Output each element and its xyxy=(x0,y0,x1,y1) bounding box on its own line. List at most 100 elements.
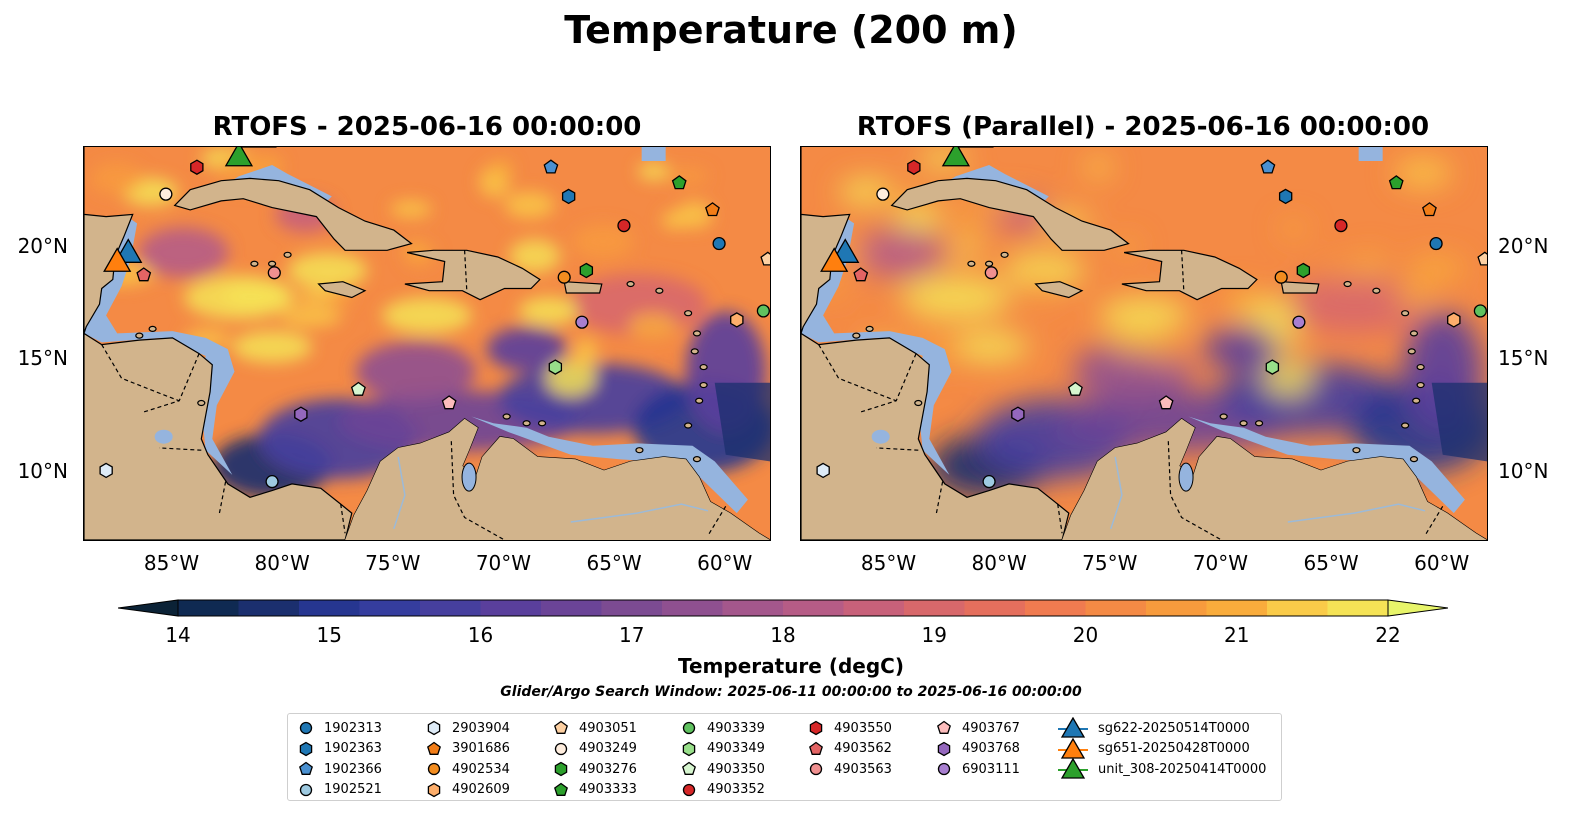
float-marker xyxy=(99,462,113,479)
float-marker xyxy=(816,462,830,479)
float-marker xyxy=(1274,270,1288,284)
legend-marker-icon xyxy=(1058,717,1088,738)
legend-label: 4903276 xyxy=(579,761,637,777)
legend-marker xyxy=(682,783,696,796)
legend: 1902313 1902363 1902366 1902521 2903904 39016… xyxy=(287,713,1282,801)
float-marker xyxy=(1422,202,1437,217)
lon-tick-label: 85°W xyxy=(143,551,200,575)
legend-marker-icon xyxy=(937,720,951,735)
search-window-text: Glider/Argo Search Window: 2025-06-11 00… xyxy=(500,684,1082,700)
float-marker xyxy=(1278,188,1293,205)
float-marker xyxy=(730,312,744,328)
legend-label: 4903767 xyxy=(962,720,1020,736)
legend-marker-icon xyxy=(554,761,568,777)
legend-item: 4903333 xyxy=(553,780,637,801)
lat-tick-label: 10°N xyxy=(17,458,68,483)
lon-tick-label: 80°W xyxy=(254,551,310,575)
legend-label: 4902609 xyxy=(452,782,510,798)
legend-label: 4903352 xyxy=(707,782,765,798)
float-marker xyxy=(1429,236,1443,251)
float-marker xyxy=(1067,381,1083,396)
legend-item: 1902363 xyxy=(298,739,382,760)
legend-label: sg651-20250428T0000 xyxy=(1098,741,1250,757)
float-marker xyxy=(267,266,281,280)
float-marker xyxy=(1260,159,1276,174)
glider-marker xyxy=(941,147,971,167)
legend-item: 6903111 xyxy=(936,759,1020,780)
float-marker xyxy=(159,187,173,201)
legend-marker-icon xyxy=(937,763,951,776)
legend-marker xyxy=(554,782,568,796)
legend-marker xyxy=(937,741,951,756)
float-marker xyxy=(136,267,152,282)
float-marker xyxy=(1388,175,1404,190)
legend-item: sg622-20250514T0000 xyxy=(1058,717,1266,739)
lon-tick-label: 65°W xyxy=(1303,551,1359,575)
float-marker xyxy=(617,219,631,233)
float-marker xyxy=(907,159,921,175)
legend-label: 1902521 xyxy=(324,782,382,798)
legend-marker xyxy=(682,741,696,756)
legend-item: 1902313 xyxy=(298,718,382,739)
float-marker xyxy=(1296,262,1311,279)
legend-item: 4903350 xyxy=(681,759,765,780)
float-marker xyxy=(876,187,890,201)
legend-label: 4903562 xyxy=(834,741,892,757)
legend-item: unit_308-20250414T0000 xyxy=(1058,758,1267,780)
legend-marker-icon xyxy=(809,741,823,755)
legend-label: unit_308-20250414T0000 xyxy=(1098,761,1267,777)
float-marker xyxy=(984,266,998,280)
legend-marker xyxy=(937,763,951,776)
colorbar-tick-label: 15 xyxy=(316,623,342,647)
legend-item: 1902521 xyxy=(298,780,382,801)
float-marker xyxy=(712,236,726,251)
legend-item: 4903276 xyxy=(553,759,637,780)
legend-item: 4903768 xyxy=(936,739,1020,760)
lon-tick-label: 75°W xyxy=(365,551,421,575)
colorbar-tick-label: 20 xyxy=(1072,623,1099,647)
legend-marker-icon xyxy=(427,782,441,797)
legend-label: sg622-20250514T0000 xyxy=(1098,720,1250,736)
legend-item: 4903339 xyxy=(681,718,765,739)
float-marker xyxy=(1292,315,1306,329)
legend-marker-icon xyxy=(427,741,441,755)
legend-label: 4903768 xyxy=(962,741,1020,757)
legend-label: 4903563 xyxy=(834,761,892,777)
legend-label: 1902313 xyxy=(324,720,382,736)
legend-marker-icon xyxy=(809,720,823,736)
map-panel-parallel[interactable] xyxy=(800,146,1488,541)
map-parallel xyxy=(801,147,1487,540)
legend-marker-icon xyxy=(809,763,823,776)
legend-item: 4903352 xyxy=(681,780,765,801)
float-marker xyxy=(441,395,457,410)
map-rtofs xyxy=(84,147,770,540)
legend-item: 1902366 xyxy=(298,759,382,780)
legend-marker-icon xyxy=(299,783,313,796)
lon-tick-label: 60°W xyxy=(1414,551,1470,575)
float-marker xyxy=(1447,312,1461,328)
lon-tick-label: 80°W xyxy=(971,551,1027,575)
legend-label: 6903111 xyxy=(962,761,1020,777)
legend-item: 4903767 xyxy=(936,718,1020,739)
colorbar-tick-label: 16 xyxy=(467,623,494,647)
legend-marker-icon xyxy=(682,741,696,756)
lon-tick-label: 70°W xyxy=(475,551,532,575)
legend-marker-icon xyxy=(427,763,441,776)
colorbar-tick-label: 17 xyxy=(619,623,645,647)
legend-marker xyxy=(299,722,313,735)
float-marker xyxy=(190,159,204,175)
legend-marker xyxy=(299,761,313,776)
map-panel-rtofs[interactable] xyxy=(83,146,771,541)
legend-item: 4902609 xyxy=(426,780,510,801)
lon-tick-label: 70°W xyxy=(1192,551,1249,575)
legend-label: 3901686 xyxy=(452,741,510,757)
colorbar-tick-label: 14 xyxy=(165,623,191,647)
float-marker xyxy=(1265,359,1280,375)
legend-label: 4903249 xyxy=(579,741,637,757)
legend-label: 4903051 xyxy=(579,720,637,736)
legend-marker xyxy=(554,742,568,755)
float-marker xyxy=(705,202,720,217)
legend-item: 4902534 xyxy=(426,759,510,780)
legend-item: 4903051 xyxy=(553,718,637,739)
legend-marker xyxy=(427,782,441,797)
